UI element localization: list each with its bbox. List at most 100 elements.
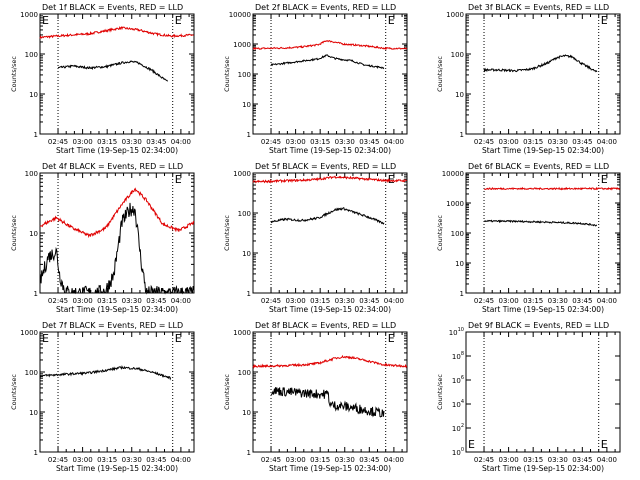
panel-title: Det 3f BLACK = Events, RED = LLD	[468, 3, 609, 12]
x-tick-label: 03:15	[523, 456, 543, 464]
y-tick-label: 1	[247, 290, 251, 298]
x-axis-label: Start Time (19-Sep-15 02:34:00)	[56, 146, 178, 155]
panel-title: Det 4f BLACK = Events, RED = LLD	[42, 162, 183, 171]
y-tick-exponent: 10	[458, 327, 464, 333]
detector-panel-1: Det 1f BLACK = Events, RED = LLD 1 10 100 10…	[10, 3, 195, 155]
panel-title: Det 8f BLACK = Events, RED = LLD	[255, 321, 396, 330]
y-tick-label: 1	[460, 131, 464, 139]
eclipse-marker-label: E	[175, 14, 182, 27]
panel-title: Det 7f BLACK = Events, RED = LLD	[42, 321, 183, 330]
lld-rate-line	[252, 40, 408, 51]
x-axis-label: Start Time (19-Sep-15 02:34:00)	[269, 464, 391, 473]
x-tick-label: 04:00	[171, 138, 191, 146]
eclipse-marker-label: E	[601, 438, 608, 451]
x-tick-label: 03:30	[122, 456, 142, 464]
plot-frame	[252, 331, 408, 453]
y-tick-label: 10	[29, 230, 38, 238]
x-axis-label: Start Time (19-Sep-15 02:34:00)	[269, 305, 391, 314]
event-rate-line	[39, 202, 195, 295]
eclipse-marker-label: E	[388, 14, 395, 27]
x-tick-label: 02:45	[261, 297, 281, 305]
y-tick-label: 100	[452, 447, 464, 457]
y-tick-label: 100	[25, 170, 38, 178]
detector-panel-8: Det 8f BLACK = Events, RED = LLD 1 10 100 10…	[223, 321, 408, 473]
x-tick-label: 03:15	[523, 138, 543, 146]
y-tick-label: 1000	[446, 11, 464, 19]
y-tick-exponent: 2	[461, 423, 464, 429]
y-axis-label: Counts/sec	[223, 56, 231, 92]
x-tick-label: 02:45	[474, 456, 494, 464]
x-tick-label: 03:45	[146, 297, 166, 305]
panel-title: Det 5f BLACK = Events, RED = LLD	[255, 162, 396, 171]
y-tick-exponent: 6	[461, 375, 464, 381]
x-tick-label: 02:45	[48, 456, 68, 464]
x-axis-label: Start Time (19-Sep-15 02:34:00)	[56, 305, 178, 314]
panel-title: Det 2f BLACK = Events, RED = LLD	[255, 3, 396, 12]
y-axis-label: Counts/sec	[10, 56, 18, 92]
event-rate-line	[483, 54, 598, 73]
y-tick-label: 10	[29, 91, 38, 99]
eclipse-marker-label: E	[42, 332, 49, 345]
y-tick-label: 10000	[442, 170, 464, 178]
x-tick-label: 03:45	[572, 297, 592, 305]
event-rate-line	[483, 219, 598, 227]
detector-panel-6: Det 6f BLACK = Events, RED = LLD 1 10 100 10…	[436, 162, 621, 314]
x-tick-label: 03:15	[310, 138, 330, 146]
x-tick-label: 04:00	[597, 138, 617, 146]
x-tick-label: 03:00	[73, 138, 93, 146]
x-tick-label: 03:45	[572, 138, 592, 146]
x-axis-label: Start Time (19-Sep-15 02:34:00)	[269, 146, 391, 155]
x-tick-label: 04:00	[384, 297, 404, 305]
eclipse-marker-label: E	[388, 332, 395, 345]
x-tick-label: 03:30	[335, 297, 355, 305]
event-rate-line	[39, 365, 172, 381]
x-tick-label: 04:00	[384, 456, 404, 464]
eclipse-marker-label: E	[388, 173, 395, 186]
x-tick-label: 03:45	[359, 297, 379, 305]
lld-rate-line	[483, 186, 621, 191]
event-rate-line	[57, 60, 168, 82]
plot-frame	[252, 13, 408, 135]
y-axis-label: Counts/sec	[223, 374, 231, 410]
y-tick-label: 1	[247, 449, 251, 457]
lld-rate-line	[252, 175, 408, 184]
y-tick-label: 100	[25, 51, 38, 59]
x-tick-label: 03:00	[499, 138, 519, 146]
x-tick-label: 03:00	[286, 297, 306, 305]
eclipse-marker-label: E	[42, 14, 49, 27]
y-tick-label: 106	[452, 375, 464, 385]
event-rate-line	[270, 387, 385, 418]
x-tick-label: 02:45	[474, 138, 494, 146]
y-tick-label: 10	[242, 101, 251, 109]
x-tick-label: 03:30	[548, 297, 568, 305]
x-tick-label: 03:15	[310, 456, 330, 464]
y-tick-label: 100	[238, 210, 251, 218]
y-tick-label: 10	[29, 409, 38, 417]
x-axis-label: Start Time (19-Sep-15 02:34:00)	[56, 464, 178, 473]
y-tick-label: 1000	[233, 41, 251, 49]
y-tick-label: 100	[451, 51, 464, 59]
x-tick-label: 03:15	[97, 456, 117, 464]
x-tick-label: 02:45	[261, 456, 281, 464]
eclipse-marker-label: E	[601, 173, 608, 186]
y-tick-label: 100	[25, 369, 38, 377]
lld-rate-line	[39, 25, 194, 39]
y-tick-label: 100	[451, 230, 464, 238]
x-tick-label: 03:30	[335, 456, 355, 464]
x-tick-label: 03:00	[73, 297, 93, 305]
y-axis-label: Counts/sec	[436, 215, 444, 251]
y-tick-label: 104	[452, 399, 464, 409]
x-tick-label: 03:00	[73, 456, 93, 464]
y-axis-label: Counts/sec	[10, 215, 18, 251]
x-tick-label: 03:45	[146, 138, 166, 146]
detector-panel-4: Det 4f BLACK = Events, RED = LLD 1 10 100 02…	[10, 162, 195, 314]
detector-panel-2: Det 2f BLACK = Events, RED = LLD 1 10 100 10…	[223, 3, 408, 155]
x-tick-label: 03:30	[122, 297, 142, 305]
plot-frame	[39, 172, 195, 294]
x-tick-label: 03:00	[499, 456, 519, 464]
x-tick-label: 02:45	[48, 138, 68, 146]
x-tick-label: 04:00	[384, 138, 404, 146]
x-tick-label: 03:45	[359, 456, 379, 464]
y-tick-label: 1	[34, 131, 38, 139]
plot-frame	[465, 172, 621, 294]
